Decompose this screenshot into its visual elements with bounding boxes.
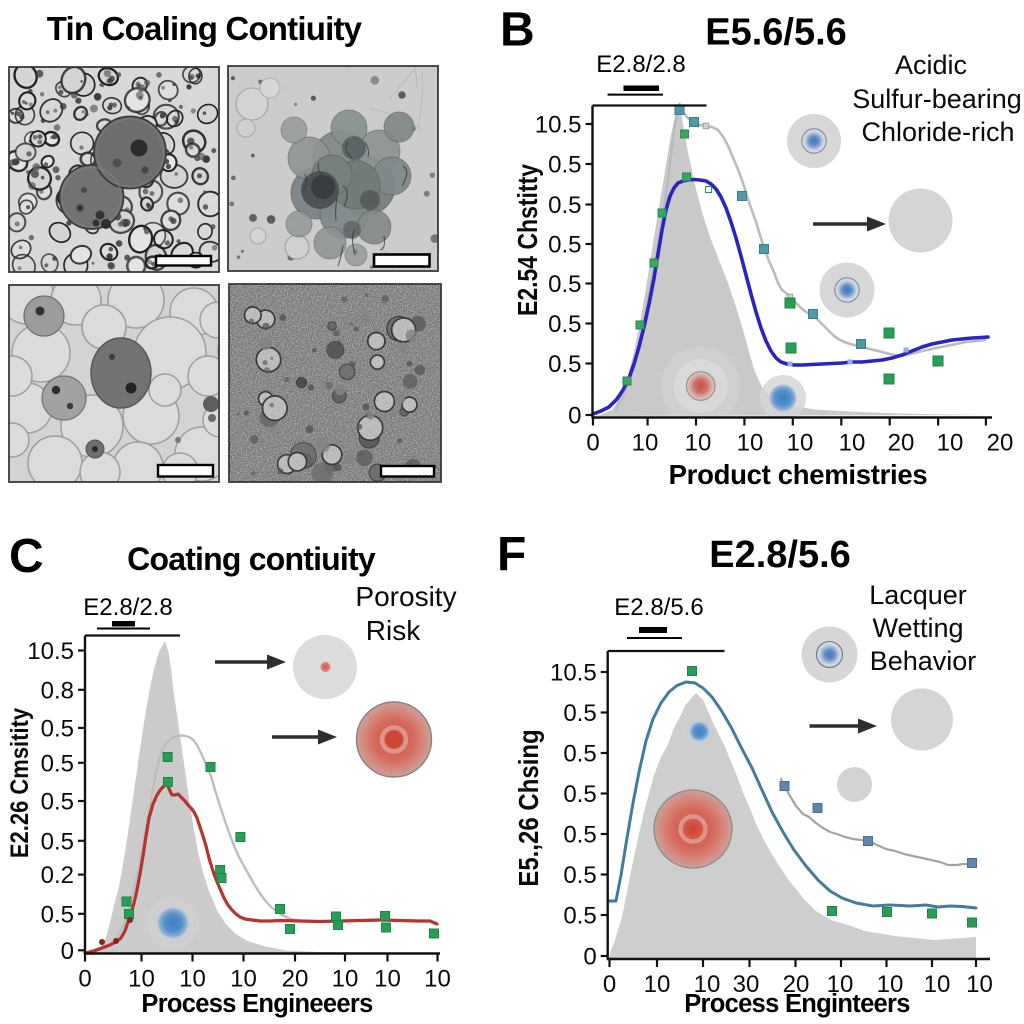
svg-text:10.5: 10.5 <box>27 638 74 665</box>
svg-text:Process Enginteers: Process Enginteers <box>684 990 910 1018</box>
svg-text:10: 10 <box>332 966 359 993</box>
svg-text:Wetting: Wetting <box>872 613 963 643</box>
svg-text:B: B <box>500 4 535 57</box>
svg-text:Risk: Risk <box>366 615 421 646</box>
svg-text:E2.54 Chstitty: E2.54 Chstitty <box>513 164 543 316</box>
svg-text:30: 30 <box>733 971 760 998</box>
svg-text:10: 10 <box>877 971 904 998</box>
svg-text:10: 10 <box>924 971 951 998</box>
svg-text:Tin Coaling Contiuity: Tin Coaling Contiuity <box>47 10 363 47</box>
svg-text:Chloride-rich: Chloride-rich <box>861 117 1014 147</box>
svg-text:10: 10 <box>424 966 451 993</box>
svg-text:10.5: 10.5 <box>550 660 597 687</box>
svg-text:0.5: 0.5 <box>41 750 74 777</box>
svg-text:10: 10 <box>644 971 671 998</box>
svg-text:Product chemistries: Product chemistries <box>669 459 928 490</box>
svg-text:0.5: 0.5 <box>41 901 74 928</box>
svg-text:0.5: 0.5 <box>548 232 581 259</box>
svg-text:20: 20 <box>783 971 810 998</box>
svg-text:0.5: 0.5 <box>548 152 581 179</box>
svg-text:10: 10 <box>230 966 257 993</box>
svg-text:Lacquer: Lacquer <box>869 580 967 610</box>
svg-text:Acidic: Acidic <box>895 50 967 80</box>
svg-text:0: 0 <box>568 403 581 430</box>
svg-text:10: 10 <box>787 430 814 457</box>
svg-text:E2.26 Cmsitity: E2.26 Cmsitity <box>7 707 35 858</box>
svg-text:0.5: 0.5 <box>563 700 596 727</box>
svg-text:0.5: 0.5 <box>41 828 74 855</box>
svg-text:E2.8/5.6: E2.8/5.6 <box>709 534 851 576</box>
svg-text:0: 0 <box>583 944 596 971</box>
svg-text:C: C <box>9 530 44 583</box>
svg-text:0: 0 <box>78 966 91 993</box>
svg-text:E2.8/5.6: E2.8/5.6 <box>614 594 703 621</box>
svg-text:0.5: 0.5 <box>563 862 596 889</box>
svg-text:10: 10 <box>374 966 401 993</box>
svg-text:20: 20 <box>888 430 915 457</box>
svg-text:0.5: 0.5 <box>41 715 74 742</box>
svg-text:10: 10 <box>827 971 854 998</box>
svg-text:10: 10 <box>737 430 764 457</box>
svg-text:0.8: 0.8 <box>41 677 74 704</box>
svg-text:Sulfur-bearing: Sulfur-bearing <box>852 84 1022 114</box>
svg-text:0.5: 0.5 <box>563 781 596 808</box>
svg-text:Coating contiuity: Coating contiuity <box>127 541 376 577</box>
svg-text:20: 20 <box>282 966 309 993</box>
svg-text:10: 10 <box>966 971 993 998</box>
svg-text:10: 10 <box>632 430 659 457</box>
svg-text:0: 0 <box>603 971 616 998</box>
svg-text:10: 10 <box>128 966 155 993</box>
svg-text:10: 10 <box>937 430 964 457</box>
svg-text:E2.8/2.8: E2.8/2.8 <box>83 594 172 621</box>
svg-text:E2.8/2.8: E2.8/2.8 <box>596 51 685 78</box>
svg-text:10.5: 10.5 <box>535 112 582 139</box>
svg-text:0: 0 <box>61 938 74 965</box>
svg-text:Behavior: Behavior <box>870 646 977 676</box>
svg-text:F: F <box>497 528 526 581</box>
svg-text:10: 10 <box>685 430 712 457</box>
svg-text:0.5: 0.5 <box>548 271 581 298</box>
svg-text:0.2: 0.2 <box>41 862 74 889</box>
svg-text:10: 10 <box>179 966 206 993</box>
svg-text:0.5: 0.5 <box>563 822 596 849</box>
svg-text:10: 10 <box>694 971 721 998</box>
svg-text:E5.,26 Chsing: E5.,26 Chsing <box>515 729 545 886</box>
svg-text:20: 20 <box>987 430 1014 457</box>
svg-text:0.5: 0.5 <box>548 192 581 219</box>
svg-text:0: 0 <box>586 430 599 457</box>
svg-text:E5.6/5.6: E5.6/5.6 <box>705 12 847 54</box>
svg-text:0.5: 0.5 <box>563 903 596 930</box>
svg-text:0.5: 0.5 <box>548 311 581 338</box>
svg-text:Porosity: Porosity <box>355 581 456 612</box>
svg-text:0.5: 0.5 <box>563 741 596 768</box>
svg-text:0.5: 0.5 <box>548 351 581 378</box>
svg-text:0.5: 0.5 <box>41 789 74 816</box>
svg-text:Process Engineeers: Process Engineeers <box>141 990 373 1018</box>
svg-text:10: 10 <box>839 430 866 457</box>
